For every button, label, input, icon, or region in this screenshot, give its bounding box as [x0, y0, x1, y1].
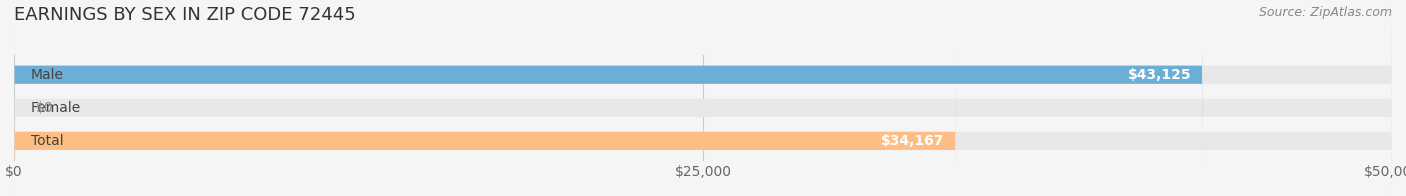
Text: $0: $0 [37, 101, 53, 115]
FancyBboxPatch shape [14, 0, 1202, 196]
Text: EARNINGS BY SEX IN ZIP CODE 72445: EARNINGS BY SEX IN ZIP CODE 72445 [14, 6, 356, 24]
Text: Female: Female [31, 101, 80, 115]
Text: Male: Male [31, 68, 63, 82]
Text: Total: Total [31, 134, 63, 148]
FancyBboxPatch shape [14, 0, 1392, 196]
Text: $43,125: $43,125 [1128, 68, 1191, 82]
FancyBboxPatch shape [14, 0, 1392, 196]
FancyBboxPatch shape [14, 0, 956, 196]
Text: $34,167: $34,167 [882, 134, 945, 148]
Text: Source: ZipAtlas.com: Source: ZipAtlas.com [1258, 6, 1392, 19]
FancyBboxPatch shape [14, 0, 1392, 196]
